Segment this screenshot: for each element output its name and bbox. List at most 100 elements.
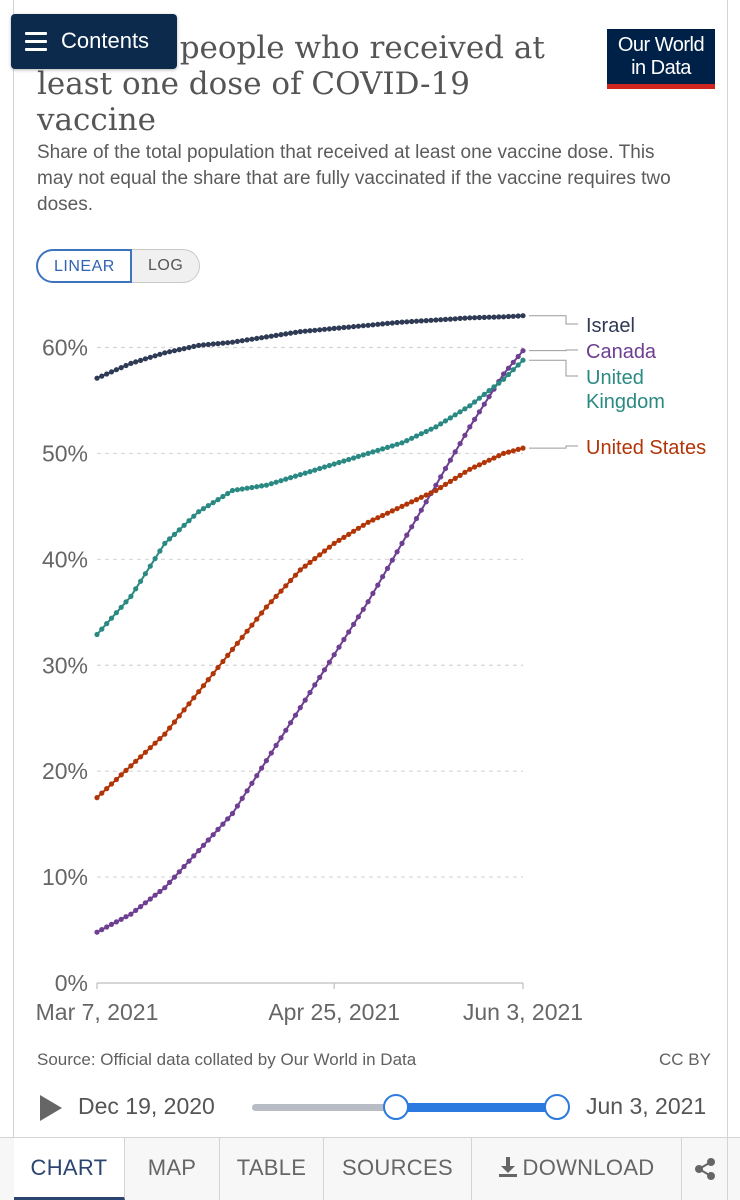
data-point[interactable]: [360, 606, 366, 612]
data-point[interactable]: [428, 426, 434, 432]
data-point[interactable]: [346, 456, 352, 463]
data-point[interactable]: [331, 461, 337, 467]
data-point[interactable]: [288, 577, 294, 584]
data-point[interactable]: [476, 462, 482, 468]
data-point[interactable]: [215, 664, 221, 671]
data-point[interactable]: [505, 449, 512, 455]
data-point[interactable]: [239, 486, 245, 492]
data-point[interactable]: [418, 507, 424, 513]
data-point[interactable]: [234, 338, 240, 344]
data-point[interactable]: [176, 347, 182, 353]
data-point[interactable]: [447, 457, 453, 463]
data-point[interactable]: [515, 362, 521, 368]
data-point[interactable]: [389, 443, 395, 449]
data-point[interactable]: [99, 373, 105, 379]
data-point[interactable]: [331, 652, 337, 658]
data-point[interactable]: [394, 441, 400, 447]
data-point[interactable]: [496, 314, 502, 320]
data-point[interactable]: [297, 567, 303, 573]
data-point[interactable]: [457, 409, 463, 415]
data-point[interactable]: [375, 582, 381, 588]
data-point[interactable]: [128, 911, 134, 917]
tab-download[interactable]: DOWNLOAD: [472, 1138, 682, 1200]
data-point[interactable]: [249, 780, 255, 786]
data-point[interactable]: [384, 565, 391, 571]
data-point[interactable]: [200, 683, 207, 689]
data-point[interactable]: [225, 340, 231, 346]
data-point[interactable]: [486, 394, 492, 400]
data-point[interactable]: [244, 485, 250, 491]
data-point[interactable]: [404, 319, 410, 325]
data-point[interactable]: [375, 515, 381, 521]
data-point[interactable]: [336, 459, 342, 466]
data-point[interactable]: [288, 330, 294, 336]
data-point[interactable]: [399, 540, 405, 546]
series-united-kingdom[interactable]: [94, 357, 526, 638]
data-point[interactable]: [321, 667, 328, 673]
data-point[interactable]: [413, 433, 420, 439]
data-point[interactable]: [505, 371, 512, 378]
data-point[interactable]: [399, 440, 405, 446]
data-point[interactable]: [370, 517, 376, 523]
data-point[interactable]: [147, 563, 153, 569]
data-point[interactable]: [273, 593, 279, 599]
data-point[interactable]: [288, 475, 294, 481]
data-point[interactable]: [94, 929, 100, 935]
data-point[interactable]: [259, 483, 265, 489]
data-point[interactable]: [447, 478, 453, 484]
data-point[interactable]: [278, 588, 284, 594]
data-point[interactable]: [162, 350, 168, 356]
data-point[interactable]: [423, 499, 429, 505]
data-point[interactable]: [254, 773, 260, 779]
data-point[interactable]: [355, 525, 361, 531]
data-point[interactable]: [263, 758, 269, 764]
data-point[interactable]: [457, 441, 463, 447]
data-point[interactable]: [118, 916, 124, 922]
data-point[interactable]: [375, 447, 381, 453]
tab-chart[interactable]: CHART: [14, 1138, 125, 1200]
data-point[interactable]: [229, 646, 236, 652]
data-point[interactable]: [312, 556, 318, 562]
data-point[interactable]: [302, 697, 308, 703]
timeline-selected-range[interactable]: [396, 1103, 557, 1112]
data-point[interactable]: [380, 321, 386, 327]
data-point[interactable]: [186, 858, 192, 864]
data-point[interactable]: [346, 531, 352, 537]
data-point[interactable]: [292, 572, 299, 578]
data-point[interactable]: [365, 450, 371, 456]
data-point[interactable]: [292, 712, 299, 718]
data-point[interactable]: [452, 316, 458, 322]
data-point[interactable]: [176, 527, 182, 533]
owid-logo[interactable]: Our World in Data: [607, 29, 715, 89]
data-point[interactable]: [472, 399, 478, 405]
data-point[interactable]: [326, 544, 332, 550]
data-point[interactable]: [360, 522, 366, 528]
data-point[interactable]: [467, 403, 473, 409]
data-point[interactable]: [273, 479, 279, 485]
legend-label-united-states[interactable]: United States: [586, 437, 706, 459]
data-point[interactable]: [515, 446, 521, 452]
data-point[interactable]: [152, 353, 158, 359]
data-point[interactable]: [510, 448, 516, 454]
data-point[interactable]: [501, 314, 507, 320]
data-point[interactable]: [229, 487, 236, 494]
data-point[interactable]: [234, 487, 240, 493]
data-point[interactable]: [234, 803, 240, 809]
data-point[interactable]: [520, 348, 526, 354]
data-point[interactable]: [99, 790, 105, 796]
data-point[interactable]: [128, 360, 134, 366]
data-point[interactable]: [254, 616, 260, 622]
data-point[interactable]: [171, 348, 178, 354]
data-point[interactable]: [152, 892, 158, 898]
data-point[interactable]: [278, 332, 284, 338]
data-point[interactable]: [481, 459, 487, 466]
data-point[interactable]: [181, 346, 187, 352]
data-point[interactable]: [220, 493, 226, 500]
data-point[interactable]: [239, 795, 245, 801]
data-point[interactable]: [501, 450, 507, 456]
data-point[interactable]: [138, 754, 144, 760]
data-point[interactable]: [457, 315, 463, 321]
data-point[interactable]: [239, 338, 245, 344]
data-point[interactable]: [297, 472, 303, 478]
data-point[interactable]: [220, 821, 226, 827]
